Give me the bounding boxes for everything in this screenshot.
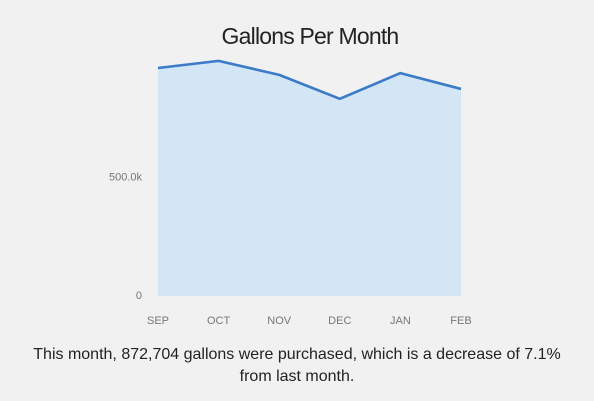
chart-title: Gallons Per Month xyxy=(222,23,399,49)
chart: Gallons Per Month 0 500.0k SEP OCT NOV DEC JAN… xyxy=(109,23,472,327)
line xyxy=(157,59,462,101)
area xyxy=(158,60,461,296)
x-tick-label: OCT xyxy=(207,315,231,327)
y-tick-label: 0 xyxy=(136,290,142,302)
x-tick-label: NOV xyxy=(267,315,292,327)
x-tick-label: FEB xyxy=(450,315,471,327)
x-tick-label: JAN xyxy=(390,315,411,327)
x-tick-label: SEP xyxy=(147,315,169,327)
caption: This month, 872,704 gallons were purchas… xyxy=(33,346,561,385)
x-tick-label: DEC xyxy=(328,315,351,327)
y-tick-label: 500.0k xyxy=(109,171,143,183)
